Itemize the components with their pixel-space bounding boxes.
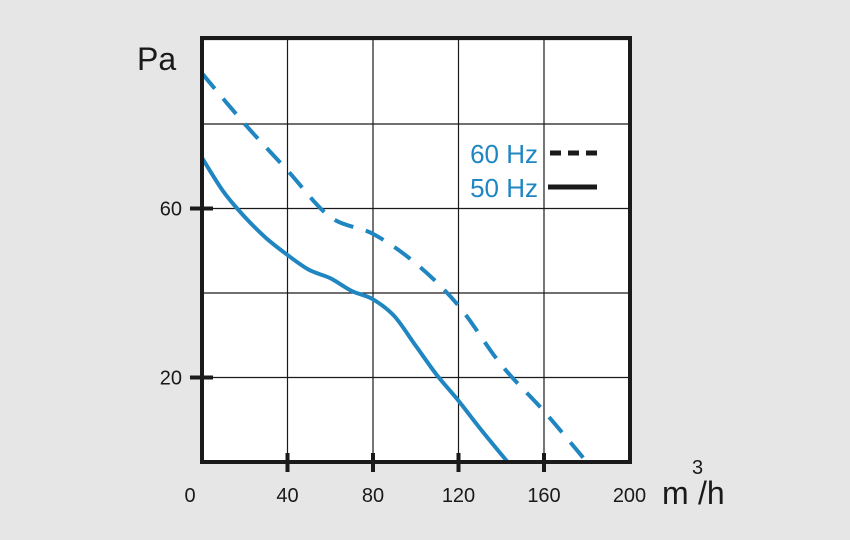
series-line-50hz — [200, 156, 510, 464]
y-axis-label: Pa — [137, 41, 176, 77]
x-tick-label: 200 — [613, 485, 646, 507]
series-line-60hz — [200, 72, 589, 464]
x-axis-unit-base: m — [662, 475, 689, 511]
axis-ticks: 0 40 80 120 160 200 20 60 — [160, 199, 646, 508]
x-axis-unit-suffix: /h — [698, 475, 725, 511]
x-tick-label: 80 — [362, 485, 384, 507]
series-curves — [200, 72, 589, 464]
legend-item-50hz: 50 Hz — [470, 173, 597, 203]
y-tick-label: 20 — [160, 368, 182, 390]
legend: 60 Hz 50 Hz — [470, 139, 597, 203]
plot-frame — [200, 36, 632, 464]
x-tick-label: 40 — [276, 485, 298, 507]
legend-label-60hz: 60 Hz — [470, 139, 538, 169]
legend-item-60hz: 60 Hz — [470, 139, 597, 169]
x-axis-unit: m 3 /h — [662, 457, 725, 511]
x-axis-unit-superscript: 3 — [692, 457, 703, 479]
y-tick-label: 60 — [160, 199, 182, 221]
plot-background — [202, 38, 630, 462]
x-tick-label: 120 — [442, 485, 475, 507]
x-tick-label: 160 — [527, 485, 560, 507]
legend-label-50hz: 50 Hz — [470, 173, 538, 203]
x-tick-label: 0 — [184, 485, 195, 507]
